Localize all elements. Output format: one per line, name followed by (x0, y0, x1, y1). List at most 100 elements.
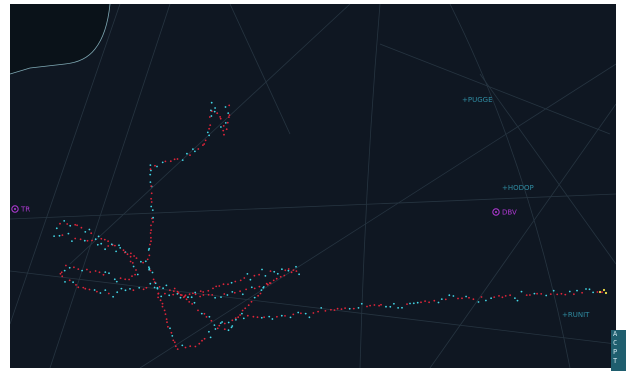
track-point (129, 255, 132, 258)
track-point (138, 286, 141, 289)
track-point (71, 240, 73, 243)
track-point (202, 144, 204, 147)
track-point (223, 328, 226, 331)
track-point (298, 273, 300, 276)
track-point (176, 293, 179, 295)
waypoint-hodop[interactable]: +HODOP (502, 184, 534, 192)
track-point (275, 277, 278, 280)
map-view[interactable]: +PUGGE +HODOP +RUNIT TR DBV (10, 4, 616, 368)
track-point (184, 346, 187, 349)
legend-tab[interactable]: A C P T (611, 330, 626, 371)
track-point (209, 336, 212, 339)
track-point (227, 112, 230, 114)
track-point (108, 272, 110, 275)
navaid-dbv[interactable]: DBV (492, 208, 517, 217)
track-point (115, 280, 118, 283)
track-point (514, 297, 516, 299)
track-point (67, 232, 70, 235)
track-point (189, 154, 191, 157)
track-point (119, 247, 122, 249)
track-point (148, 254, 151, 257)
track-point (219, 117, 222, 120)
track-point (94, 238, 97, 241)
airway-lines (10, 4, 616, 368)
track-point (122, 249, 125, 252)
track-point (357, 307, 360, 309)
track-point (336, 307, 339, 310)
track-point (257, 294, 259, 297)
track-point (186, 152, 188, 155)
legend-letter: P (613, 348, 618, 356)
track-point (552, 289, 555, 292)
track-point (203, 143, 206, 145)
track-point (416, 301, 419, 304)
track-point (221, 321, 224, 323)
track-point (247, 304, 250, 307)
track-point (96, 290, 98, 293)
track-point (280, 314, 283, 317)
track-point (228, 104, 231, 107)
track-point (172, 293, 175, 296)
track-point (529, 294, 531, 296)
track-point (193, 301, 196, 304)
track-point (283, 274, 286, 277)
track-point (150, 192, 153, 195)
track-point (142, 288, 145, 291)
track-point (393, 302, 395, 305)
track-point (171, 335, 174, 337)
track-point (216, 112, 219, 115)
track-point (156, 165, 158, 168)
track-point (172, 290, 175, 292)
navaid-tr[interactable]: TR (11, 205, 30, 214)
track-point (72, 281, 74, 284)
track-point (253, 296, 256, 299)
track-point (77, 286, 80, 289)
track-point (199, 295, 202, 298)
track-point (150, 185, 153, 188)
track-point (297, 311, 300, 314)
track-point (213, 110, 216, 113)
track-point (149, 269, 152, 272)
track-point (581, 291, 583, 294)
track-point-latest (602, 288, 606, 292)
track-point (208, 315, 211, 318)
waypoint-hodop-label: +HODOP (502, 184, 534, 192)
track-point (300, 312, 302, 315)
waypoint-runit[interactable]: +RUNIT (562, 311, 590, 319)
track-point (166, 321, 168, 324)
track-point (290, 271, 293, 274)
track-point (154, 164, 156, 167)
track-point (237, 316, 240, 319)
track-point (223, 322, 226, 325)
track-point (179, 296, 182, 299)
track-point (113, 278, 116, 281)
track-point (104, 289, 107, 291)
track-point (204, 139, 207, 142)
track-point (239, 314, 242, 316)
track-point (241, 309, 244, 312)
track-point (292, 313, 295, 316)
track-point (485, 299, 487, 302)
track-point (200, 312, 203, 315)
track-point (74, 237, 77, 240)
track-point (216, 327, 219, 330)
track-point (210, 319, 213, 322)
track-point (161, 302, 164, 305)
track-point (209, 124, 212, 126)
track-point (150, 197, 153, 200)
track-point (202, 294, 205, 296)
track-point (123, 251, 126, 254)
track-point (249, 278, 252, 281)
map-canvas[interactable]: +PUGGE +HODOP +RUNIT TR DBV (10, 4, 616, 368)
track-point (170, 331, 173, 334)
land-area (10, 4, 110, 74)
track-point (448, 294, 451, 297)
waypoint-pugge[interactable]: +PUGGE (462, 96, 493, 104)
track-point (77, 268, 80, 270)
track-point (164, 160, 167, 163)
track-point (164, 292, 166, 295)
track-point (76, 224, 78, 227)
track-point (93, 289, 96, 291)
navaid-icon (11, 205, 19, 213)
track-point (230, 281, 233, 284)
